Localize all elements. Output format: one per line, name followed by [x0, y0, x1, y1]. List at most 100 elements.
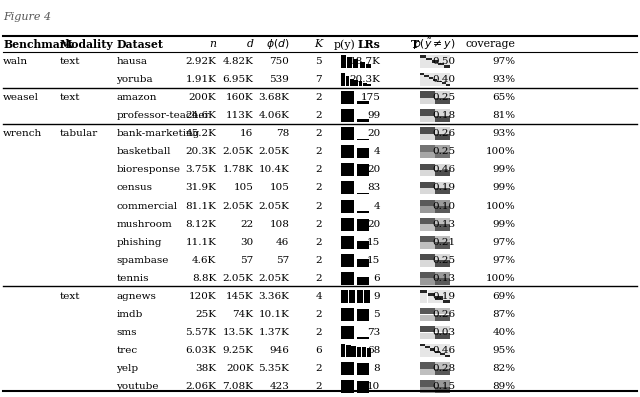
Bar — [353, 60, 358, 68]
Bar — [438, 63, 444, 66]
Bar — [432, 55, 438, 58]
Bar — [435, 326, 451, 333]
Text: 2: 2 — [316, 202, 322, 210]
Bar — [341, 344, 346, 357]
Bar — [435, 242, 451, 249]
Bar — [341, 200, 354, 212]
Text: 0.19: 0.19 — [433, 292, 456, 301]
Text: 0.10: 0.10 — [433, 202, 456, 210]
Bar — [435, 109, 451, 116]
Bar — [435, 353, 440, 355]
Bar — [420, 353, 425, 355]
Bar — [437, 75, 442, 77]
Bar — [442, 83, 446, 84]
Bar — [435, 134, 451, 140]
Bar — [420, 98, 435, 104]
Text: 0.13: 0.13 — [433, 274, 456, 283]
Bar — [356, 193, 369, 195]
Text: 100%: 100% — [486, 274, 516, 283]
Text: 95%: 95% — [493, 346, 516, 355]
Bar — [363, 83, 367, 86]
Bar — [341, 55, 346, 68]
Bar — [430, 346, 435, 349]
Bar — [435, 346, 440, 349]
Text: hausa: hausa — [116, 57, 147, 66]
Text: 73: 73 — [367, 328, 380, 337]
Text: 93%: 93% — [493, 129, 516, 138]
Bar — [435, 206, 451, 212]
Bar — [356, 347, 361, 357]
Text: 2: 2 — [316, 274, 322, 283]
Bar — [360, 62, 365, 68]
Text: $\phi(d)$: $\phi(d)$ — [266, 37, 289, 52]
Text: 82%: 82% — [493, 364, 516, 373]
Text: p(y): p(y) — [333, 39, 355, 50]
Bar — [435, 300, 443, 303]
Text: imdb: imdb — [116, 310, 143, 319]
Bar — [432, 60, 438, 63]
Bar — [435, 145, 451, 152]
Text: 0.21: 0.21 — [433, 238, 456, 247]
Bar — [435, 91, 451, 98]
Bar — [425, 349, 430, 351]
Bar — [437, 84, 442, 86]
Text: basketball: basketball — [116, 147, 171, 156]
Bar — [356, 219, 369, 231]
Bar — [426, 60, 432, 63]
Text: 108: 108 — [269, 220, 289, 229]
Bar — [420, 164, 435, 170]
Bar — [420, 254, 435, 260]
Text: $p(\tilde{y} \neq y)$: $p(\tilde{y} \neq y)$ — [413, 37, 456, 52]
Text: Modality: Modality — [60, 39, 113, 50]
Bar — [429, 77, 433, 79]
Bar — [442, 81, 446, 83]
Text: 1.78K: 1.78K — [223, 166, 253, 174]
Text: 160K: 160K — [226, 93, 253, 102]
Text: 10: 10 — [367, 382, 380, 391]
Text: 2: 2 — [316, 183, 322, 193]
Bar — [420, 83, 424, 84]
Text: wrench: wrench — [3, 129, 42, 138]
Bar — [420, 116, 435, 122]
Bar — [429, 73, 433, 75]
Text: 99%: 99% — [493, 183, 516, 193]
Bar — [442, 77, 446, 79]
Text: 0.19: 0.19 — [433, 183, 456, 193]
Bar — [420, 260, 435, 267]
Text: 2.05K: 2.05K — [259, 274, 289, 283]
Text: 120K: 120K — [189, 292, 216, 301]
Bar — [420, 293, 428, 297]
Bar — [443, 297, 451, 300]
Text: 9.25K: 9.25K — [223, 346, 253, 355]
Text: 5.57K: 5.57K — [186, 328, 216, 337]
Bar — [356, 337, 369, 339]
Bar — [420, 75, 424, 77]
Bar — [420, 109, 435, 116]
Bar — [435, 218, 451, 224]
Bar — [440, 355, 445, 357]
Bar — [341, 236, 354, 249]
Bar — [438, 55, 444, 58]
Text: 2.06K: 2.06K — [186, 382, 216, 391]
Text: 0.03: 0.03 — [433, 328, 456, 337]
Text: 4.06K: 4.06K — [259, 111, 289, 120]
Text: 78: 78 — [276, 129, 289, 138]
Bar — [446, 83, 451, 84]
Bar — [341, 380, 354, 393]
Bar — [420, 218, 435, 224]
Bar — [420, 278, 435, 285]
Bar — [446, 73, 451, 75]
Bar — [420, 380, 435, 387]
Text: T: T — [411, 39, 419, 50]
Text: 0.26: 0.26 — [433, 129, 456, 138]
Bar — [440, 346, 445, 349]
Bar — [444, 60, 451, 63]
Text: 13.5K: 13.5K — [223, 328, 253, 337]
Bar — [430, 349, 435, 351]
Text: 45.2K: 45.2K — [186, 129, 216, 138]
Bar — [435, 314, 451, 321]
Text: Dataset: Dataset — [116, 39, 163, 50]
Bar — [420, 308, 435, 314]
Text: 200K: 200K — [226, 364, 253, 373]
Bar — [446, 75, 451, 77]
